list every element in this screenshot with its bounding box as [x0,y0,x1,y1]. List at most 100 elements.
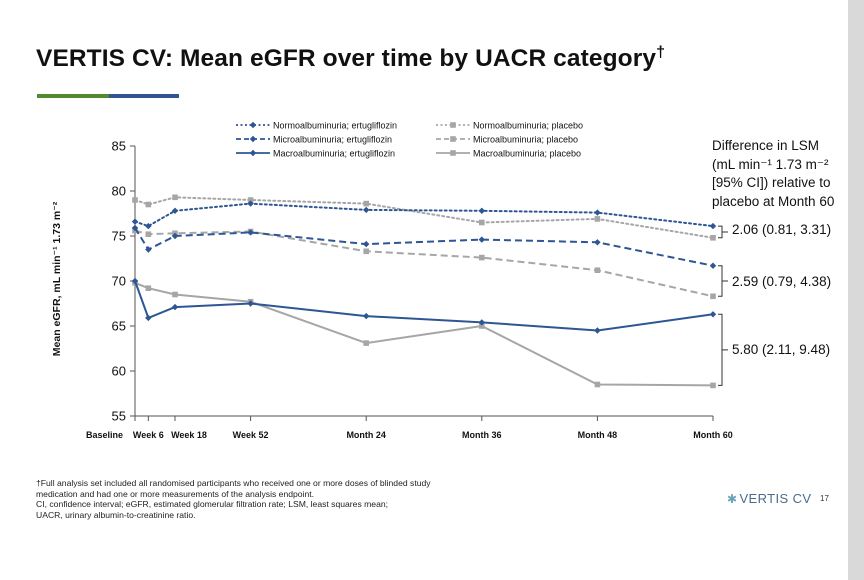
data-point [478,319,485,326]
chart-legend: Normoalbuminuria; ertugliflozin Normoalbu… [236,120,583,158]
data-point [594,327,601,334]
page-title: VERTIS CV: Mean eGFR over time by UACR c… [36,44,666,73]
data-point [363,240,370,248]
legend-marker [249,121,257,129]
title-underline-green [37,94,109,98]
x-tick-label: Month 36 [462,430,502,440]
series-line [134,229,714,298]
data-point [710,235,716,241]
data-point [171,207,179,214]
chart-series [131,194,717,389]
data-point [131,277,139,285]
legend-label: Macroalbuminuria; placebo [473,148,581,158]
data-point [172,194,178,201]
legend-label: Macroalbuminuria; ertugliflozin [273,148,395,158]
data-point [594,381,601,388]
series-line [134,280,714,332]
data-point [709,311,717,318]
y-tick-label: 80 [112,184,126,199]
difference-normo: 2.06 (0.81, 3.31) [732,222,832,237]
bracket-micro [718,265,728,297]
data-point [478,236,485,243]
data-point [247,300,254,307]
vertis-cv-logo: ✱ VERTIS CV [727,491,812,506]
series-line [134,202,714,228]
series-normoalbuminuria-placebo [132,194,716,241]
series-line [134,196,714,239]
data-point [145,246,152,253]
title-underline-blue [109,94,179,98]
legend-item: Normoalbuminuria; placebo [436,120,583,130]
y-tick-label: 70 [112,274,126,289]
footnotes: †Full analysis set included all randomis… [36,478,431,520]
y-tick-label: 55 [112,409,126,424]
series-normoalbuminuria-ertugliflozin [131,200,717,230]
data-point [594,209,601,216]
data-point [145,285,152,291]
x-tick-label: Month 24 [346,430,386,440]
legend-label: Microalbuminuria; ertugliflozin [273,134,392,144]
data-point [247,200,254,207]
y-tick-label: 75 [112,229,126,244]
data-point [479,254,485,261]
bracket-macro [718,313,728,386]
data-point [363,206,370,214]
data-point [363,312,370,320]
logo-mark-icon: ✱ [727,492,738,506]
data-point [171,232,179,240]
data-point [710,382,716,389]
data-point [247,197,254,203]
difference-micro: 2.59 (0.79, 4.38) [732,274,832,289]
difference-title: Difference in LSM (mL min⁻¹ 1.73 m⁻² [95… [712,138,835,209]
x-tick-label: Week 6 [133,430,164,440]
legend-marker [450,150,456,156]
legend-label: Normoalbuminuria; placebo [473,120,583,130]
legend-item: Macroalbuminuria; ertugliflozin [236,148,395,158]
data-point [145,222,152,230]
data-point [710,293,716,300]
legend-item: Macroalbuminuria; placebo [436,148,581,158]
series-line [134,281,714,387]
data-point [594,267,601,273]
data-point [172,291,178,298]
y-tick-label: 65 [112,319,126,334]
x-tick-label: Week 18 [171,430,207,440]
series-macroalbuminuria-placebo [132,280,716,389]
data-point [594,216,601,222]
legend-item: Microalbuminuria; ertugliflozin [236,134,392,144]
data-point [131,218,139,225]
data-point [363,340,369,346]
legend-marker [450,122,456,128]
legend-marker [249,135,257,143]
data-point [247,229,254,236]
legend-item: Microalbuminuria; placebo [436,134,578,144]
data-point [145,231,152,237]
y-tick-label: 60 [112,364,126,379]
data-point [709,222,717,230]
series-macroalbuminuria-ertugliflozin [131,277,717,334]
x-tick-label: Week 52 [233,430,269,440]
series-line [134,227,714,267]
bracket-normo [718,225,728,239]
legend-label: Normoalbuminuria; ertugliflozin [273,120,397,130]
page-number: 17 [820,494,829,503]
data-point [479,323,485,329]
legend-marker [450,136,456,142]
data-point [594,239,601,246]
y-axis-label: Mean eGFR, mL min⁻¹ 1.73 m⁻² [51,201,63,356]
y-tick-label: 85 [112,139,126,154]
x-tick-label: Baseline [86,430,123,440]
data-point [363,248,369,255]
legend-item: Normoalbuminuria; ertugliflozin [236,120,397,130]
chart-axes: 55 60 65 70 75 80 85 Baseline Week 6 Week 18 Week … [86,139,733,441]
legend-marker [249,149,257,157]
x-tick-label: Month 48 [578,430,618,440]
data-point [132,197,138,203]
legend-label: Microalbuminuria; placebo [473,134,578,144]
data-point [131,224,139,232]
data-point [145,314,152,322]
series-microalbuminuria-ertugliflozin [131,224,717,269]
x-tick-label: Month 60 [693,430,733,440]
